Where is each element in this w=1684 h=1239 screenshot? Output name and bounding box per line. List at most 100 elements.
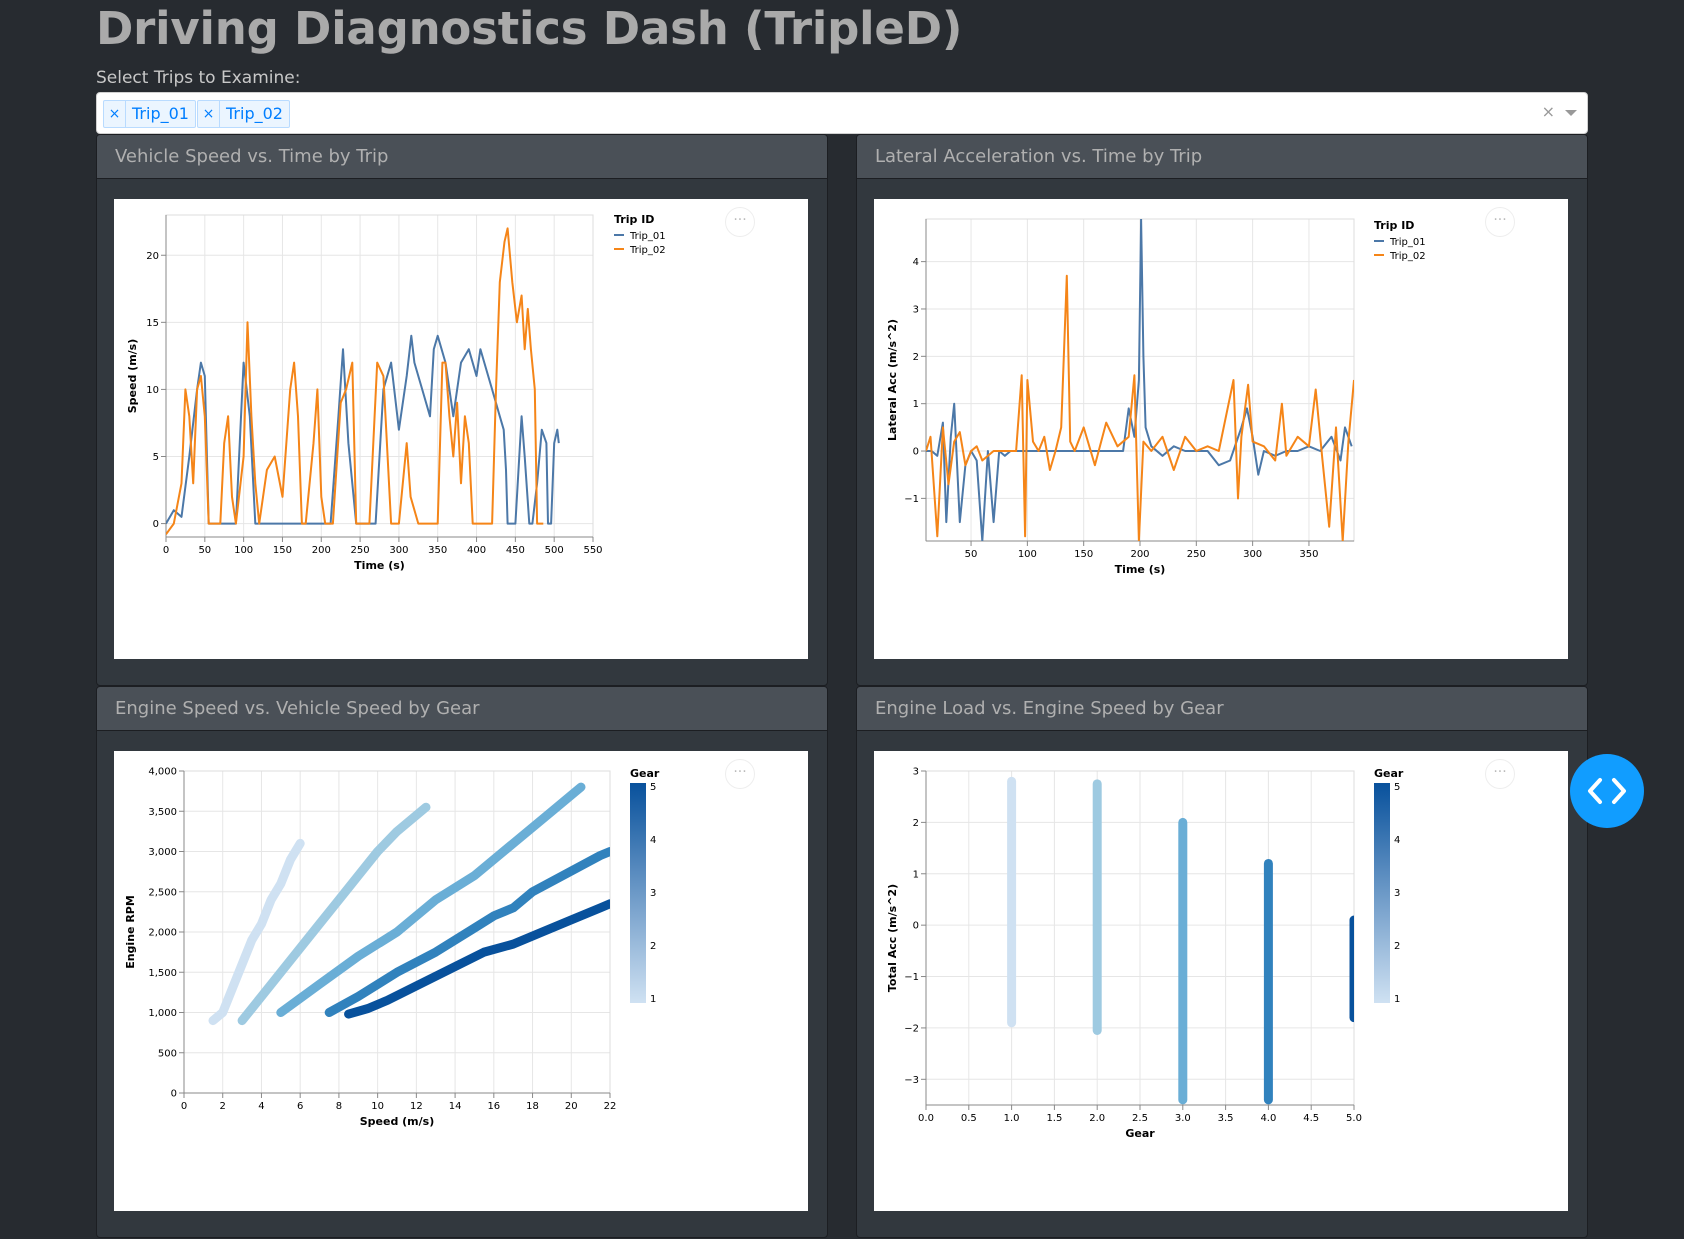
legend-colorbar xyxy=(1374,783,1390,1003)
x-tick-label: 4.5 xyxy=(1303,1113,1319,1124)
x-axis-label: Gear xyxy=(1125,1127,1155,1140)
gear-5-points xyxy=(344,899,610,1019)
y-axis-label: Engine RPM xyxy=(124,895,137,969)
y-tick-label: −1 xyxy=(904,494,919,505)
card-lateral-time: Lateral Acceleration vs. Time by Trip 50… xyxy=(856,134,1588,686)
remove-trip-01-icon[interactable]: × xyxy=(104,101,126,127)
y-tick-label: 0 xyxy=(153,519,159,530)
x-tick-label: 250 xyxy=(351,545,370,556)
chart-lateral-time[interactable]: 50 100 150 200 250 300 350 −1 0 1 2 3 4 Time (s) Later… xyxy=(874,199,1568,659)
y-tick-label: −2 xyxy=(904,1023,919,1034)
legend-colorbar xyxy=(630,783,646,1003)
legend-title: Trip ID xyxy=(614,213,654,226)
y-tick-label: 20 xyxy=(146,251,159,262)
clear-selection-icon[interactable]: × xyxy=(1541,102,1555,121)
x-tick-label: 300 xyxy=(389,545,408,556)
marks xyxy=(1007,776,1354,1105)
x-tick-label: 10 xyxy=(371,1101,384,1112)
x-tick-label: 450 xyxy=(506,545,525,556)
legend-tick-label: 2 xyxy=(650,941,656,952)
chart-actions-menu-icon[interactable]: ··· xyxy=(1485,759,1515,789)
y-tick-label: 3,000 xyxy=(148,847,177,858)
gear-3-points xyxy=(276,782,586,1017)
chart-svg: 0.0 0.5 1.0 1.5 2.0 2.5 3.0 3.5 4.0 4.5 5.0 −3 −2 −1 0… xyxy=(886,767,1404,1141)
legend: Trip ID Trip_01 Trip_02 xyxy=(1374,219,1426,262)
trip-tag-label: Trip_02 xyxy=(226,104,283,123)
chart-load-rpm[interactable]: 0.0 0.5 1.0 1.5 2.0 2.5 3.0 3.5 4.0 4.5 5.0 −3 −2 −1 0… xyxy=(874,751,1568,1211)
y-tick-label: 3 xyxy=(913,767,919,778)
gear-4-points xyxy=(324,847,610,1017)
x-tick-label: 22 xyxy=(604,1101,617,1112)
plot-border xyxy=(165,214,594,538)
legend-title: Gear xyxy=(1374,767,1404,780)
marks xyxy=(208,782,610,1026)
chart-speed-time[interactable]: 0 50 100 150 200 250 300 350 400 450 500 550 0 5 10 15 2… xyxy=(114,199,808,659)
card-rpm-speed: Engine Speed vs. Vehicle Speed by Gear 0… xyxy=(96,686,828,1238)
legend-tick-label: 4 xyxy=(1394,835,1400,846)
y-tick-label: −1 xyxy=(904,972,919,983)
code-toggle-button[interactable] xyxy=(1570,754,1644,828)
chart-actions-menu-icon[interactable]: ··· xyxy=(725,207,755,237)
chart-svg: 0 2 4 6 8 10 12 14 16 18 20 2205001,0001,5002,0002,… xyxy=(124,767,660,1129)
chart-svg: 0 50 100 150 200 250 300 350 400 450 500 550 0 5 10 15 2… xyxy=(126,213,666,572)
legend-tick-label: 5 xyxy=(1394,782,1400,793)
x-tick-label: 50 xyxy=(198,545,211,556)
x-tick-label: 12 xyxy=(410,1101,423,1112)
card-header: Vehicle Speed vs. Time by Trip xyxy=(97,135,827,179)
chart-rpm-speed[interactable]: 0 2 4 6 8 10 12 14 16 18 20 22 0 500 1,000 1,500 2,000 2,… xyxy=(114,751,808,1211)
legend-tick-label: 1 xyxy=(650,994,656,1005)
x-tick-label: 16 xyxy=(487,1101,500,1112)
x-axis-label: Time (s) xyxy=(354,559,405,572)
x-tick-label: 4 xyxy=(258,1101,264,1112)
legend-tick-label: 3 xyxy=(1394,888,1400,899)
y-tick-label: 1,000 xyxy=(148,1008,177,1019)
series-line-trip-01 xyxy=(166,334,560,525)
x-tick-label: 3.0 xyxy=(1175,1113,1191,1124)
y-tick-label: 5 xyxy=(153,452,159,463)
card-speed-time: Vehicle Speed vs. Time by Trip 0 50 100 150… xyxy=(96,134,828,686)
y-tick-label: 15 xyxy=(146,318,159,329)
x-tick-label: 5.0 xyxy=(1346,1113,1362,1124)
y-tick-label: 1 xyxy=(913,399,919,410)
y-tick-label: 2,000 xyxy=(148,928,177,939)
x-tick-label: 14 xyxy=(449,1101,462,1112)
y-tick-label: 2 xyxy=(913,818,919,829)
x-tick-label: 6 xyxy=(297,1101,303,1112)
card-header: Engine Speed vs. Vehicle Speed by Gear xyxy=(97,687,827,731)
legend-tick-label: 4 xyxy=(650,835,656,846)
x-tick-label: 550 xyxy=(583,545,602,556)
y-tick-label: 1,500 xyxy=(148,968,177,979)
trip-select-label: Select Trips to Examine: xyxy=(96,68,301,88)
x-tick-label: 8 xyxy=(336,1101,342,1112)
card-header: Engine Load vs. Engine Speed by Gear xyxy=(857,687,1587,731)
y-tick-label: 3 xyxy=(913,304,919,315)
x-tick-label: 4.0 xyxy=(1260,1113,1276,1124)
y-axis-label: Lateral Acc (m/s^2) xyxy=(886,319,899,441)
gear-2-points xyxy=(237,802,431,1026)
series-line-trip-02 xyxy=(166,227,544,535)
remove-trip-02-icon[interactable]: × xyxy=(198,101,220,127)
chart-actions-menu-icon[interactable]: ··· xyxy=(1485,207,1515,237)
y-tick-label: 0 xyxy=(913,921,919,932)
x-tick-label: 150 xyxy=(1074,549,1093,560)
marks xyxy=(926,219,1354,541)
y-tick-label: −3 xyxy=(904,1075,919,1086)
chart-actions-menu-icon[interactable]: ··· xyxy=(725,759,755,789)
trip-multiselect[interactable]: × Trip_01 × Trip_02 × xyxy=(96,92,1588,134)
x-tick-label: 0.0 xyxy=(918,1113,934,1124)
x-tick-label: 0.5 xyxy=(961,1113,977,1124)
x-tick-label: 0 xyxy=(163,545,169,556)
y-tick-label: 4 xyxy=(913,257,919,268)
legend-tick-label: 2 xyxy=(1394,941,1400,952)
plot-area: 50 100 150 200 250 300 350 −1 0 1 2 3 4 Time (s) Later… xyxy=(886,218,1355,576)
x-tick-label: 250 xyxy=(1187,549,1206,560)
plot-area: 0.0 0.5 1.0 1.5 2.0 2.5 3.0 3.5 4.0 4.5 5.0 −3 −2 −1 0… xyxy=(886,767,1362,1141)
x-tick-label: 3.5 xyxy=(1218,1113,1234,1124)
dropdown-arrow-icon[interactable] xyxy=(1565,110,1577,116)
legend-label: Trip_02 xyxy=(629,245,666,256)
x-tick-label: 1.5 xyxy=(1046,1113,1062,1124)
legend-label: Trip_01 xyxy=(629,231,666,242)
x-tick-label: 350 xyxy=(428,545,447,556)
legend-title: Trip ID xyxy=(1374,219,1414,232)
y-tick-label: 3,500 xyxy=(148,807,177,818)
